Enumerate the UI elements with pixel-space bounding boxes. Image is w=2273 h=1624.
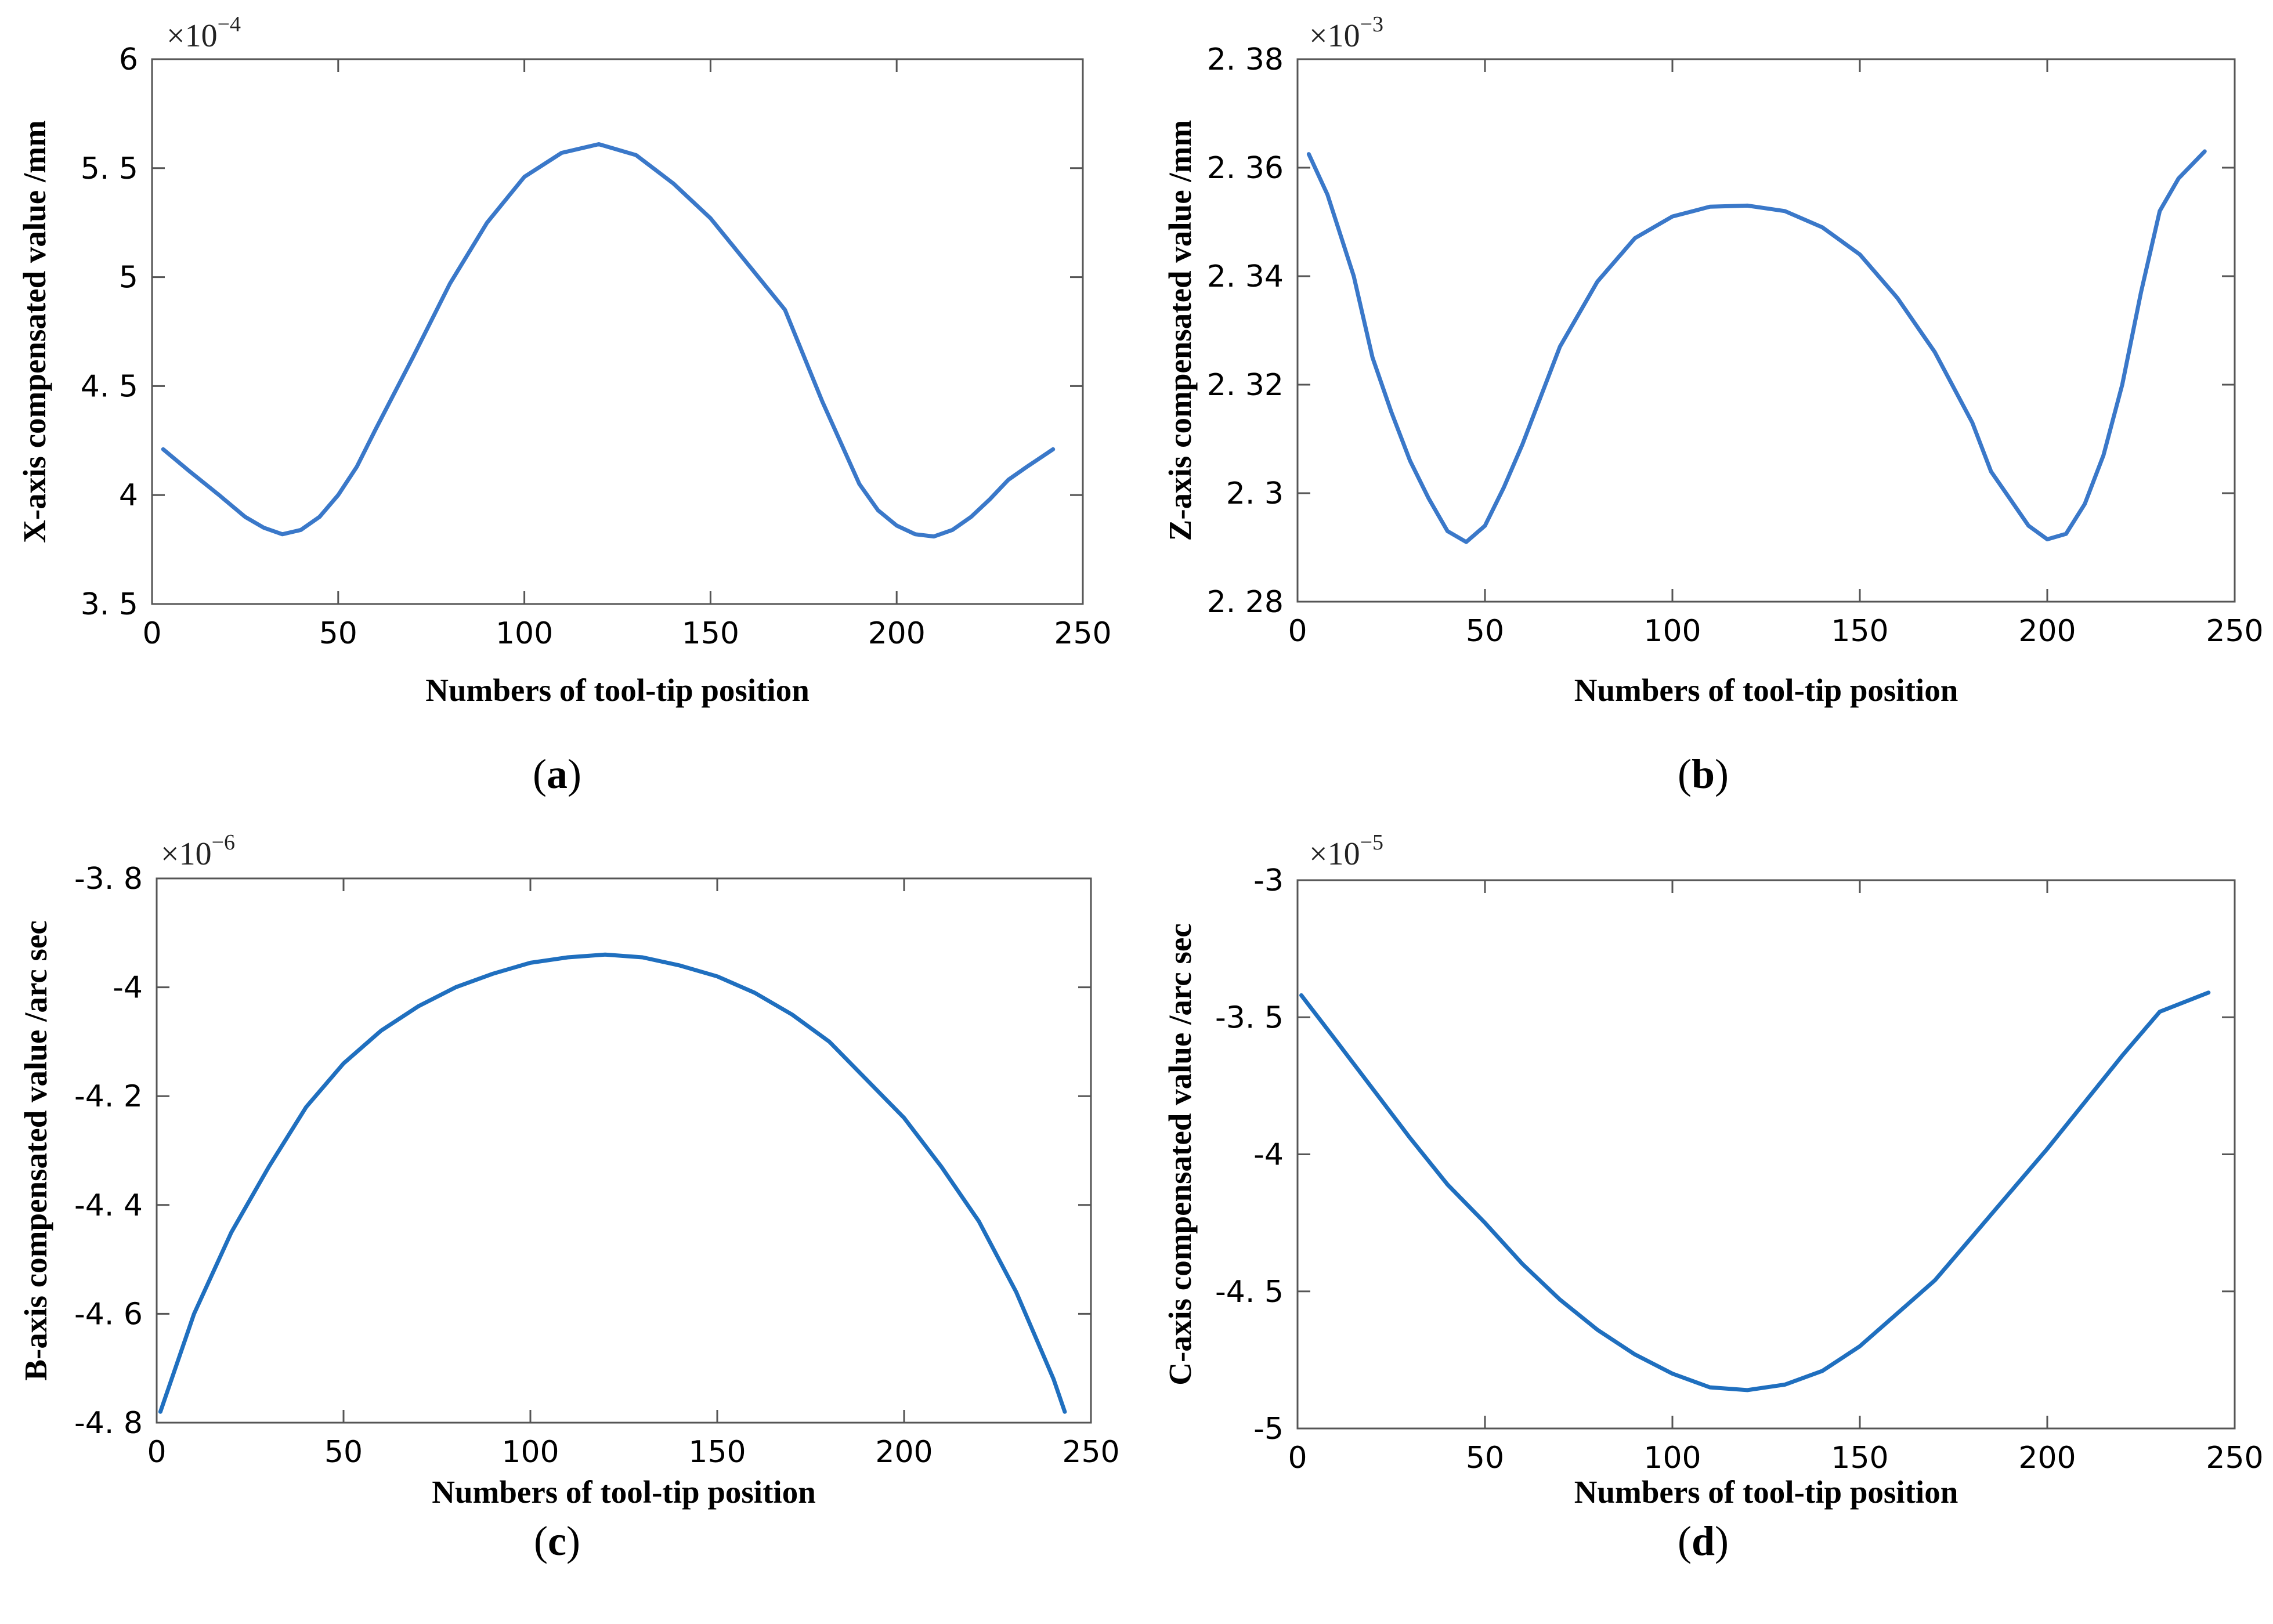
x-tick-label: 0 xyxy=(142,616,161,651)
y-tick-label: 2. 36 xyxy=(1207,151,1284,186)
y-multiplier-label: ×10−3 xyxy=(1309,12,1383,54)
x-tick-label: 150 xyxy=(1831,614,1888,649)
caption-letter: d xyxy=(1692,1518,1715,1564)
y-tick-label: 2. 28 xyxy=(1207,585,1284,620)
y-tick-label: 2. 3 xyxy=(1226,476,1284,511)
plot-frame xyxy=(151,58,1084,605)
multiplier-exponent: −6 xyxy=(212,830,235,855)
x-axis-label: Numbers of tool-tip position xyxy=(425,672,810,708)
caption-close-paren: ) xyxy=(566,1518,580,1564)
caption-letter: c xyxy=(548,1518,566,1564)
multiplier-base: ×10 xyxy=(167,18,218,54)
plot-frame xyxy=(1296,879,2236,1430)
y-tick-label: -4. 5 xyxy=(1215,1275,1284,1310)
x-tick-label: 50 xyxy=(1466,614,1504,649)
y-tick-label: -4 xyxy=(1253,1138,1284,1173)
caption-open-paren: ( xyxy=(1678,751,1692,797)
multiplier-base: ×10 xyxy=(1309,836,1360,872)
x-tick-label: 250 xyxy=(2206,1441,2263,1475)
x-tick-label: 250 xyxy=(1062,1435,1119,1470)
chart-panel-d: 0 50 100 150 200 250 -5 -4. 5 -4 -3. 5 -3 ×10−5 Numb… xyxy=(1162,830,2264,1564)
y-tick-label: 3. 5 xyxy=(81,587,138,622)
x-tick-label: 100 xyxy=(1643,1441,1701,1475)
caption-close-paren: ) xyxy=(1715,751,1729,797)
x-tick-label: 250 xyxy=(1054,616,1111,651)
x-tick-label: 200 xyxy=(2018,614,2076,649)
x-tick-label: 200 xyxy=(2018,1441,2076,1475)
y-axis-label: Z-axis compensated value /mm xyxy=(1162,120,1198,541)
y-tick-label: 5. 5 xyxy=(81,151,138,186)
x-tick-label: 0 xyxy=(147,1435,166,1470)
panel-caption: (d) xyxy=(1678,1518,1729,1564)
series-line-0 xyxy=(1299,990,2211,1392)
y-axis-label: X-axis compensated value /mm xyxy=(17,120,52,543)
y-axis-label: B-axis compensated value /arc sec xyxy=(18,920,53,1380)
caption-open-paren: ( xyxy=(534,1518,548,1564)
x-tick-label: 100 xyxy=(501,1435,559,1470)
x-tick-label: 250 xyxy=(2206,614,2263,649)
x-tick-label: 50 xyxy=(1466,1441,1504,1475)
x-tick-label: 0 xyxy=(1288,614,1307,649)
y-tick-label: -3 xyxy=(1253,863,1284,898)
chart-panel-c: 0 50 100 150 200 250 -4. 8 -4. 6 -4. 4 -4. 2 -4 -3.… xyxy=(18,830,1120,1564)
x-tick-label: 50 xyxy=(324,1435,363,1470)
multiplier-base: ×10 xyxy=(1309,18,1360,54)
plot-frame xyxy=(1296,58,2236,603)
chart-panel-a: 0 50 100 150 200 250 3. 5 4 4. 5 5 5. 5 6 ×10−4 Numbe… xyxy=(17,12,1112,797)
x-tick-label: 200 xyxy=(875,1435,933,1470)
y-tick-label: -4 xyxy=(113,971,143,1005)
multiplier-base: ×10 xyxy=(161,836,212,872)
series-line-0 xyxy=(161,142,1056,539)
y-tick-label: -3. 8 xyxy=(74,862,143,896)
x-tick-label: 100 xyxy=(1643,614,1701,649)
y-tick-label: -4. 2 xyxy=(74,1079,143,1114)
x-tick-label: 150 xyxy=(1831,1441,1888,1475)
y-tick-label: -5 xyxy=(1253,1412,1284,1446)
caption-letter: b xyxy=(1692,751,1715,797)
y-tick-label: -4. 8 xyxy=(74,1406,143,1441)
y-tick-label: 2. 32 xyxy=(1207,368,1284,403)
series-line-0 xyxy=(1306,149,2207,544)
x-tick-label: 50 xyxy=(319,616,357,651)
caption-close-paren: ) xyxy=(1715,1518,1729,1564)
x-tick-label: 150 xyxy=(682,616,739,651)
chart-panel-b: 0 50 100 150 200 250 2. 28 2. 3 2. 32 2. 34 2. 36 2… xyxy=(1162,12,2264,797)
y-tick-label: -4. 6 xyxy=(74,1297,143,1332)
y-multiplier-label: ×10−4 xyxy=(167,12,241,54)
x-tick-label: 100 xyxy=(496,616,553,651)
multiplier-exponent: −3 xyxy=(1360,12,1383,37)
y-tick-label: 6 xyxy=(119,42,138,77)
y-tick-label: 4. 5 xyxy=(81,369,138,404)
caption-open-paren: ( xyxy=(533,751,547,797)
multiplier-exponent: −4 xyxy=(218,12,241,37)
panel-caption: (c) xyxy=(534,1518,580,1564)
y-tick-label: 4 xyxy=(119,478,138,513)
y-tick-label: 5 xyxy=(119,261,138,295)
panel-caption: (a) xyxy=(533,751,581,797)
y-tick-label: 2. 34 xyxy=(1207,259,1284,294)
multiplier-exponent: −5 xyxy=(1360,830,1383,855)
y-tick-label: -4. 4 xyxy=(74,1188,143,1223)
x-axis-label: Numbers of tool-tip position xyxy=(1574,1474,1958,1510)
x-axis-label: Numbers of tool-tip position xyxy=(432,1474,816,1510)
y-tick-label: -3. 5 xyxy=(1215,1000,1284,1035)
y-multiplier-label: ×10−6 xyxy=(161,830,235,872)
panel-caption: (b) xyxy=(1678,751,1729,797)
x-tick-label: 200 xyxy=(868,616,926,651)
x-axis-label: Numbers of tool-tip position xyxy=(1574,672,1958,708)
x-tick-label: 0 xyxy=(1288,1441,1307,1475)
caption-close-paren: ) xyxy=(568,751,581,797)
y-axis-label: C-axis compensated value /arc sec xyxy=(1162,923,1198,1385)
plot-frame xyxy=(156,877,1092,1424)
x-tick-label: 150 xyxy=(688,1435,746,1470)
caption-open-paren: ( xyxy=(1678,1518,1692,1564)
y-multiplier-label: ×10−5 xyxy=(1309,830,1383,872)
series-line-0 xyxy=(158,952,1067,1414)
caption-letter: a xyxy=(547,751,568,797)
y-tick-label: 2. 38 xyxy=(1207,42,1284,77)
